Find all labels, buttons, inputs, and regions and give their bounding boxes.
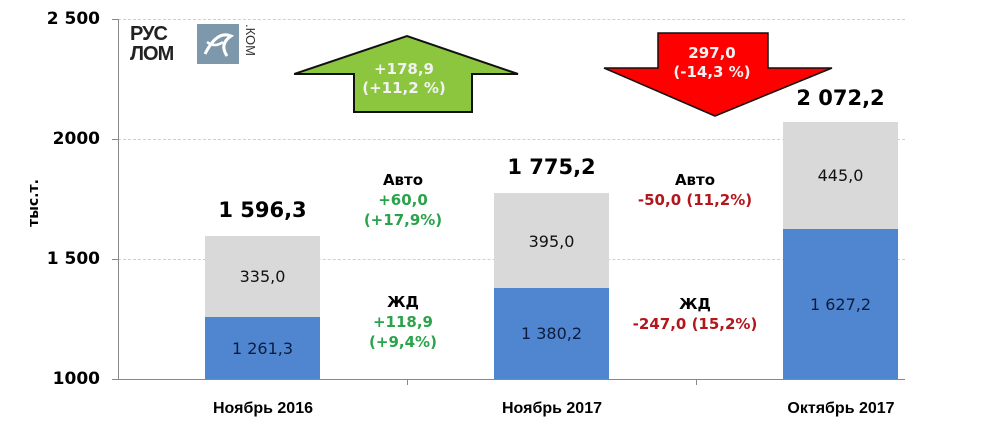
logo-text-line2: ЛОМ <box>130 43 174 65</box>
delta-auto-yoy: Авто +60,0 (+17,9%) <box>333 170 473 230</box>
logo-text-line1: РУС <box>130 23 168 45</box>
x-label-oct2017: Октябрь 2017 <box>787 400 895 417</box>
logo-emblem-icon <box>197 24 239 64</box>
delta-title: Авто <box>382 171 424 189</box>
delta-value: +60,0 <box>378 191 428 209</box>
x-label-nov2017: Ноябрь 2017 <box>502 400 602 417</box>
bar-rail-nov2016 <box>205 317 320 379</box>
bar-total-label: 2 072,2 <box>796 86 885 110</box>
bar-auto-nov2017 <box>494 193 609 288</box>
y-tick-mark <box>112 19 118 20</box>
delta-auto-mom: Авто -50,0 (11,2%) <box>625 170 765 210</box>
x-axis-line <box>112 379 905 380</box>
bar-total-label: 1 775,2 <box>507 155 596 179</box>
gridline-2500 <box>118 19 905 20</box>
ruslom-logo: РУС ЛОМ .КОМ <box>130 22 260 68</box>
delta-value: +118,9 <box>372 313 433 331</box>
bar-auto-label: 335,0 <box>239 267 286 286</box>
up-arrow-pct: (+11,2 %) <box>362 79 446 97</box>
y-axis-line <box>118 19 119 380</box>
logo-suffix: .КОМ <box>243 24 258 56</box>
down-arrow-text: 297,0 (-14,3 %) <box>657 44 767 82</box>
delta-value: -247,0 (15,2%) <box>632 315 758 333</box>
bar-auto-label: 395,0 <box>528 232 575 251</box>
delta-title: Авто <box>674 171 716 189</box>
up-arrow-icon <box>294 34 519 113</box>
up-arrow-text: +178,9 (+11,2 %) <box>349 60 459 98</box>
down-arrow-pct: (-14,3 %) <box>673 63 751 81</box>
bar-rail-oct2017 <box>783 229 898 379</box>
gridline-2000 <box>118 139 905 140</box>
y-tick-1500: 1 500 <box>46 249 100 269</box>
x-tick-mark <box>696 379 697 385</box>
bar-total-label: 1 596,3 <box>218 198 307 222</box>
y-tick-mark <box>112 259 118 260</box>
down-arrow-value: 297,0 <box>688 44 736 62</box>
delta-value: -50,0 (11,2%) <box>637 191 753 209</box>
bar-rail-label: 1 261,3 <box>231 339 294 358</box>
down-arrow-icon <box>603 32 833 117</box>
delta-rail-yoy: ЖД +118,9 (+9,4%) <box>333 292 473 352</box>
delta-title: ЖД <box>679 295 711 313</box>
bar-rail-label: 1 380,2 <box>520 324 583 343</box>
bar-auto-oct2017 <box>783 122 898 229</box>
y-tick-1000: 1000 <box>52 369 100 389</box>
delta-title: ЖД <box>387 293 419 311</box>
bar-auto-label: 445,0 <box>817 166 864 185</box>
delta-pct: (+9,4%) <box>369 333 437 351</box>
x-tick-mark <box>407 379 408 385</box>
y-tick-2000: 2000 <box>52 129 100 149</box>
up-arrow-value: +178,9 <box>373 60 434 78</box>
delta-pct: (+17,9%) <box>363 211 443 229</box>
y-tick-mark <box>112 139 118 140</box>
bar-rail-nov2017 <box>494 288 609 379</box>
y-tick-2500: 2 500 <box>46 9 100 29</box>
bar-auto-nov2016 <box>205 236 320 317</box>
y-axis-label: тыс.т. <box>26 179 42 227</box>
bar-rail-label: 1 627,2 <box>809 295 872 314</box>
delta-rail-mom: ЖД -247,0 (15,2%) <box>625 294 765 334</box>
x-label-nov2016: Ноябрь 2016 <box>213 400 313 417</box>
